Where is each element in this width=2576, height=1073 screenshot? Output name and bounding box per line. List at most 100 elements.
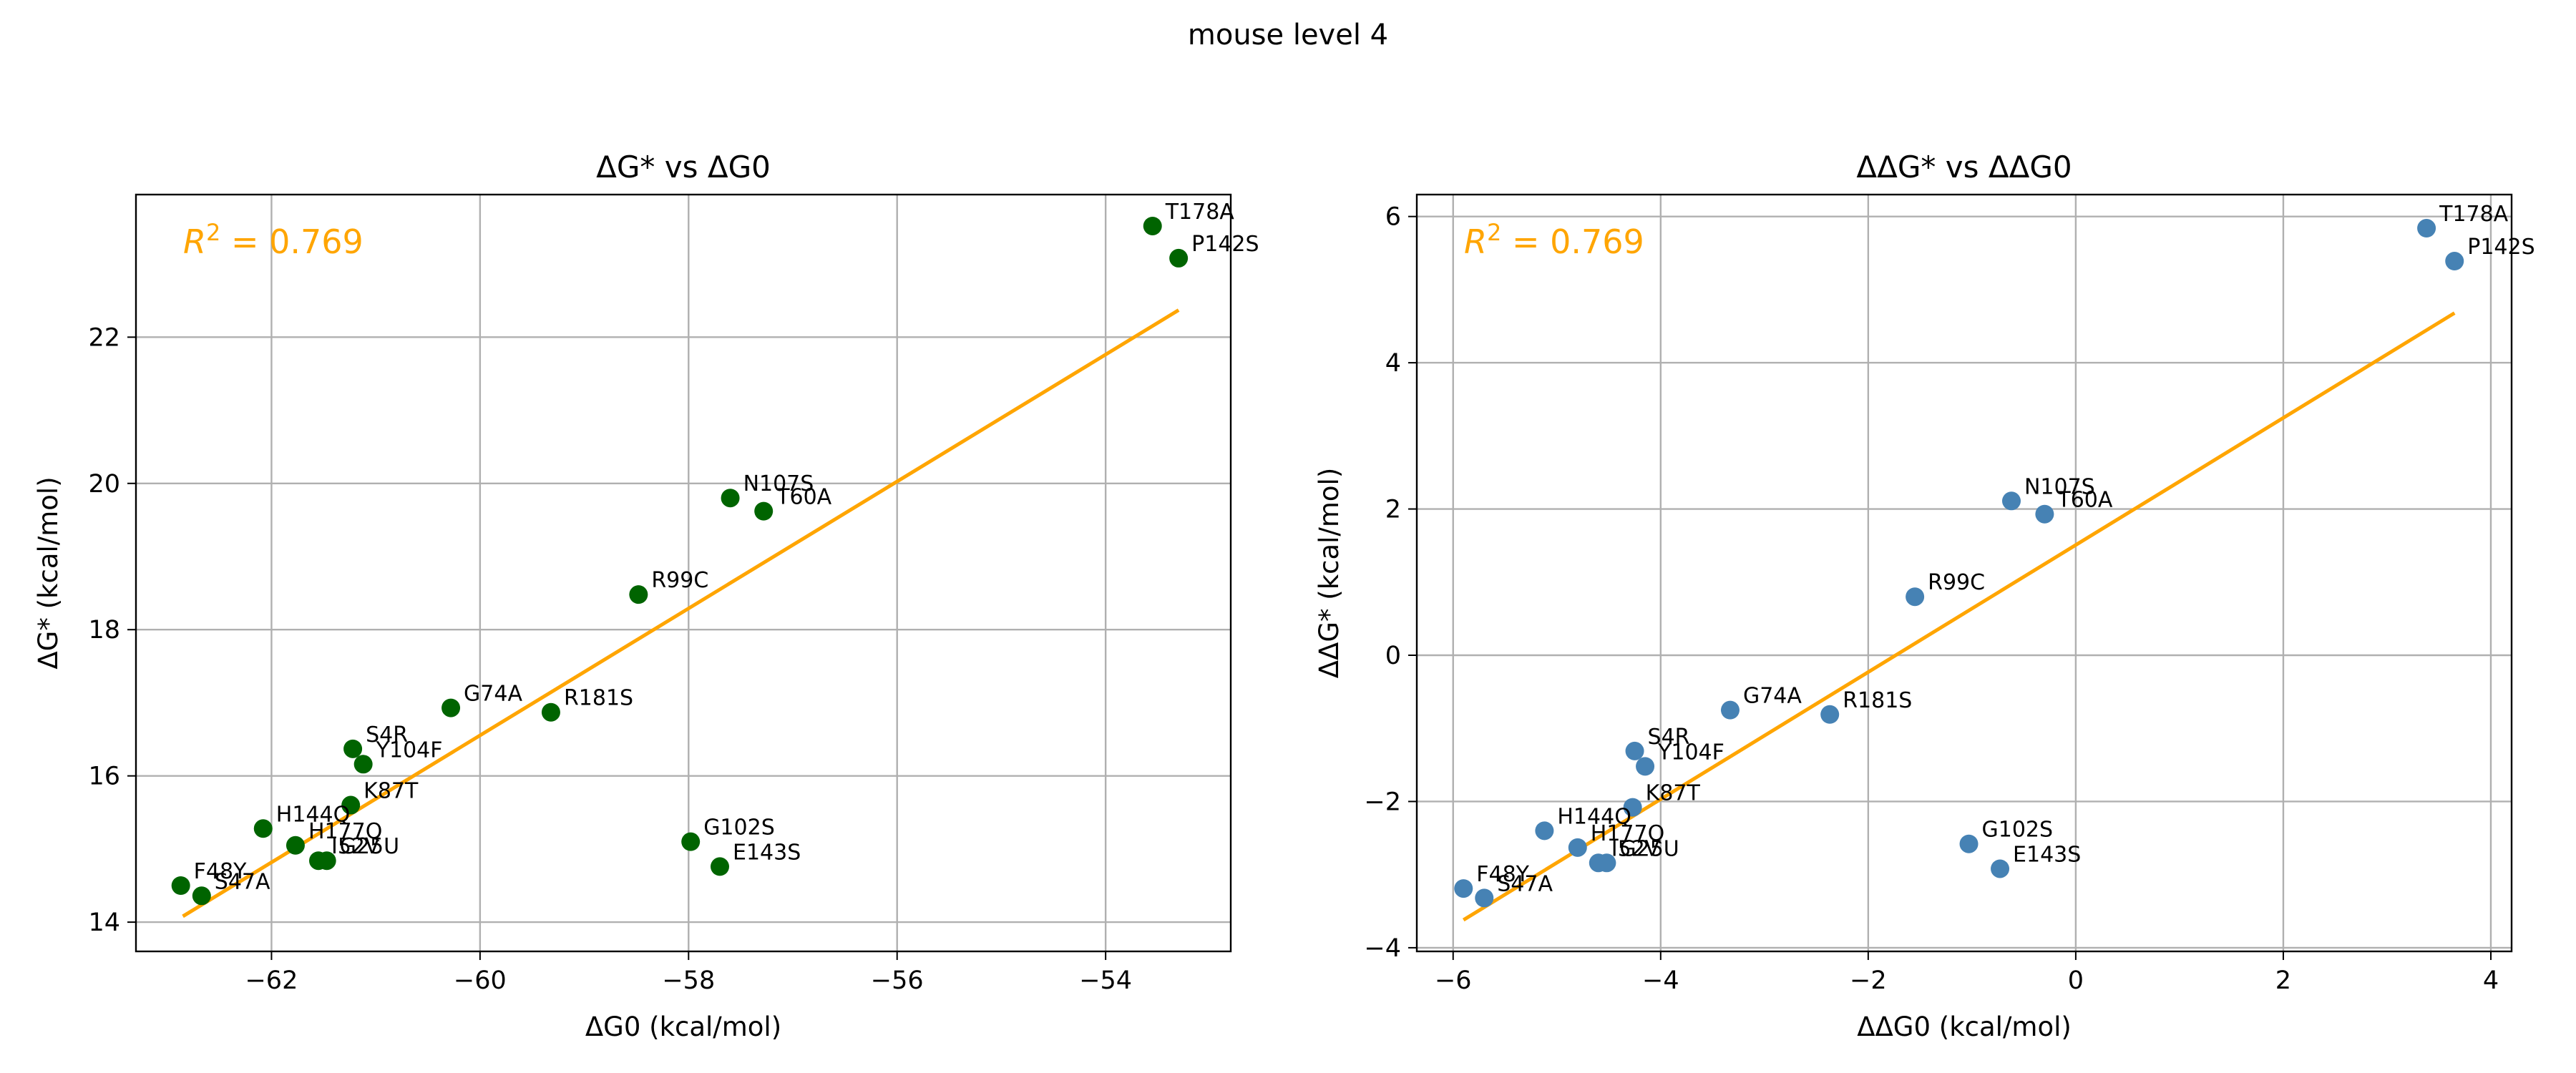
point-label-s47a: S47A bbox=[215, 869, 270, 894]
data-point-e143s bbox=[711, 857, 729, 876]
y-tick-label: 16 bbox=[88, 763, 120, 791]
data-point-e143s bbox=[1991, 859, 2010, 878]
x-tick-label: −62 bbox=[245, 966, 298, 995]
y-tick-label: −2 bbox=[1364, 788, 1401, 816]
x-tick-label: −60 bbox=[454, 966, 507, 995]
data-point-r99c bbox=[1906, 587, 1925, 607]
point-label-p142s: P142S bbox=[2467, 235, 2534, 260]
point-label-r99c: R99C bbox=[651, 568, 708, 593]
point-label-y104f: Y104F bbox=[376, 738, 443, 763]
x-tick-label: −4 bbox=[1642, 966, 1679, 995]
x-tick-label: −56 bbox=[871, 966, 924, 995]
point-label-g25u: G25U bbox=[340, 834, 399, 859]
fit-line bbox=[182, 308, 1180, 918]
data-point-t60a bbox=[2035, 504, 2054, 524]
point-label-i52v: I52V bbox=[1611, 836, 1660, 861]
data-point-h144q bbox=[1535, 821, 1554, 841]
data-point-s47a bbox=[1475, 888, 1494, 908]
point-label-h177q: H177Q bbox=[308, 819, 382, 844]
figure-title: mouse level 4 bbox=[1188, 19, 1388, 52]
point-label-r181s: R181S bbox=[1843, 688, 1912, 713]
data-point-y104f bbox=[353, 755, 373, 774]
point-label-g102s: G102S bbox=[703, 815, 775, 841]
point-label-r99c: R99C bbox=[1928, 570, 1985, 595]
point-label-e143s: E143S bbox=[2013, 842, 2081, 867]
point-label-e143s: E143S bbox=[733, 840, 801, 865]
data-point-r99c bbox=[629, 585, 648, 604]
data-point-h177q bbox=[286, 836, 305, 855]
data-point-p142s bbox=[2445, 252, 2464, 271]
point-label-s4r: S4R bbox=[366, 722, 408, 748]
point-label-r181s: R181S bbox=[564, 686, 633, 711]
data-point-h177q bbox=[1568, 838, 1587, 857]
point-label-n107s: N107S bbox=[743, 471, 814, 496]
data-point-t178a bbox=[1143, 216, 1162, 235]
x-tick-label: −6 bbox=[1435, 966, 1472, 995]
data-point-g25u bbox=[1597, 853, 1616, 873]
plot-frame bbox=[135, 193, 1232, 953]
y-axis-label: ΔΔG* (kcal/mol) bbox=[1314, 468, 1345, 679]
point-label-s47a: S47A bbox=[1497, 871, 1553, 896]
x-axis-label: ΔΔG0 (kcal/mol) bbox=[1857, 1011, 2072, 1042]
y-tick-label: 22 bbox=[88, 323, 120, 352]
point-label-g102s: G102S bbox=[1982, 818, 2054, 843]
point-label-h177q: H177Q bbox=[1591, 821, 1664, 846]
data-point-r181s bbox=[1820, 705, 1840, 724]
point-label-g74a: G74A bbox=[1743, 684, 1802, 709]
point-label-f48y: F48Y bbox=[194, 859, 247, 884]
point-label-i52v: I52V bbox=[331, 834, 380, 859]
y-axis-label: ΔG* (kcal/mol) bbox=[33, 476, 64, 669]
point-label-t60a: T60A bbox=[776, 485, 831, 510]
point-label-y104f: Y104F bbox=[1657, 740, 1724, 765]
r-squared-annotation: R2 = 0.769 bbox=[183, 219, 364, 261]
data-point-g74a bbox=[441, 698, 461, 717]
point-label-n107s: N107S bbox=[2024, 474, 2095, 499]
data-point-g102s bbox=[681, 832, 701, 851]
plot-frame bbox=[1415, 193, 2513, 953]
data-point-h144q bbox=[253, 819, 273, 838]
point-label-h144q: H144Q bbox=[1557, 804, 1631, 829]
point-label-f48y: F48Y bbox=[1476, 862, 1529, 887]
y-tick-label: 2 bbox=[1385, 496, 1401, 524]
data-point-r181s bbox=[541, 702, 560, 722]
point-label-s4r: S4R bbox=[1648, 725, 1690, 750]
data-point-f48y bbox=[171, 876, 190, 895]
data-point-f48y bbox=[1454, 879, 1473, 898]
point-label-t178a: T178A bbox=[1165, 200, 1235, 225]
data-point-k87t bbox=[341, 795, 361, 815]
data-point-t178a bbox=[2417, 219, 2436, 238]
x-tick-label: 0 bbox=[2068, 966, 2084, 995]
point-label-g25u: G25U bbox=[1619, 836, 1679, 861]
data-point-s47a bbox=[192, 886, 211, 906]
data-point-s4r bbox=[343, 739, 363, 758]
data-point-n107s bbox=[2001, 491, 2021, 511]
data-point-g102s bbox=[1959, 834, 1979, 853]
fit-line bbox=[1462, 311, 2456, 922]
y-tick-label: 0 bbox=[1385, 642, 1401, 670]
x-tick-label: −58 bbox=[662, 966, 715, 995]
y-tick-label: 4 bbox=[1385, 349, 1401, 378]
data-point-p142s bbox=[1169, 248, 1189, 268]
point-label-t178a: T178A bbox=[2439, 202, 2509, 227]
x-tick-label: −2 bbox=[1850, 966, 1887, 995]
left-scatter-chart: −62 −60 −58 −56 −54 14 16 18 20 22 T178A P142S N107S… bbox=[33, 150, 1259, 1042]
chart-title: ΔΔG* vs ΔΔG0 bbox=[1856, 150, 2072, 185]
data-point-y104f bbox=[1636, 757, 1655, 776]
point-label-p142s: P142S bbox=[1191, 232, 1259, 257]
x-tick-label: −54 bbox=[1079, 966, 1132, 995]
point-label-t60a: T60A bbox=[2057, 488, 2112, 513]
x-axis-label: ΔG0 (kcal/mol) bbox=[585, 1011, 781, 1042]
data-point-t60a bbox=[754, 501, 774, 521]
r-squared-annotation: R2 = 0.769 bbox=[1464, 219, 1644, 261]
data-point-k87t bbox=[1623, 798, 1642, 817]
y-tick-label: 6 bbox=[1385, 203, 1401, 232]
y-tick-label: −4 bbox=[1364, 934, 1401, 963]
y-tick-label: 14 bbox=[88, 908, 120, 937]
point-label-h144q: H144Q bbox=[276, 802, 350, 827]
chart-title: ΔG* vs ΔG0 bbox=[596, 150, 771, 185]
y-tick-label: 20 bbox=[88, 470, 120, 499]
x-tick-label: 4 bbox=[2483, 966, 2499, 995]
data-point-g74a bbox=[1720, 700, 1740, 720]
